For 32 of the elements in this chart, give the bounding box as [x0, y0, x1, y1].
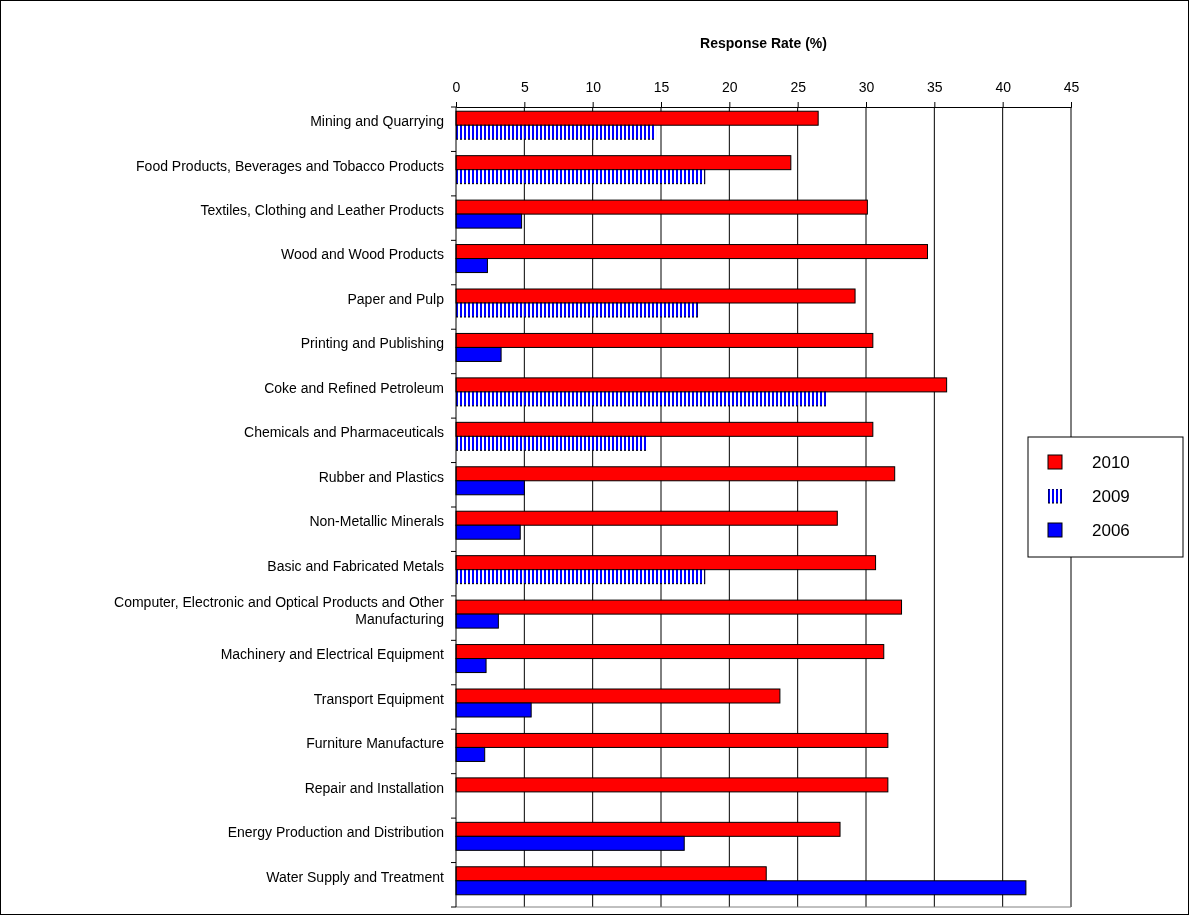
y-tick-label: Coke and Refined Petroleum	[264, 379, 444, 396]
x-tick-label: 45	[1063, 79, 1080, 95]
x-tick-label: 15	[653, 79, 670, 95]
x-tick-label: 0	[452, 79, 461, 95]
x-tick-label: 30	[858, 79, 875, 95]
y-tick-label: Mining and Quarrying	[310, 113, 444, 130]
x-tick-label: 5	[520, 79, 529, 95]
y-tick-label: Textiles, Clothing and Leather Products	[200, 202, 444, 219]
x-tick-label: 25	[790, 79, 807, 95]
y-tick-label: Energy Production and Distribution	[227, 824, 444, 841]
x-tick-label: 40	[995, 79, 1012, 95]
x-tick-label: 35	[927, 79, 943, 95]
y-tick-label: Repair and Installation	[304, 779, 444, 796]
y-tick-label: Basic and Fabricated Metals	[267, 557, 444, 574]
legend-label: 2006	[1092, 520, 1130, 540]
legend-label: 2010	[1092, 452, 1130, 472]
x-tick-label: 20	[722, 79, 738, 95]
legend-label: 2009	[1092, 486, 1130, 506]
y-tick-label: Transport Equipment	[313, 690, 445, 707]
y-tick-label: Non-Metallic Minerals	[309, 513, 444, 530]
x-axis-title: Response Rate (%)	[700, 35, 827, 51]
y-tick-label: Machinery and Electrical Equipment	[220, 646, 445, 663]
y-tick-label: Food Products, Beverages and Tobacco Products	[136, 157, 444, 174]
y-tick-label: Wood and Wood Products	[281, 246, 444, 263]
y-tick-label: Computer, Electronic and Optical Products and Other Manufacturing	[114, 594, 445, 628]
x-tick-label: 10	[585, 79, 602, 95]
y-tick-label: Water Supply and Treatment	[266, 868, 445, 885]
y-tick-label: Printing and Publishing	[300, 335, 444, 352]
y-tick-label: Paper and Pulp	[347, 290, 445, 307]
y-tick-label: Rubber and Plastics	[318, 468, 444, 485]
y-tick-label: Furniture Manufacture	[306, 735, 445, 752]
y-tick-label: Chemicals and Pharmaceuticals	[244, 424, 444, 441]
